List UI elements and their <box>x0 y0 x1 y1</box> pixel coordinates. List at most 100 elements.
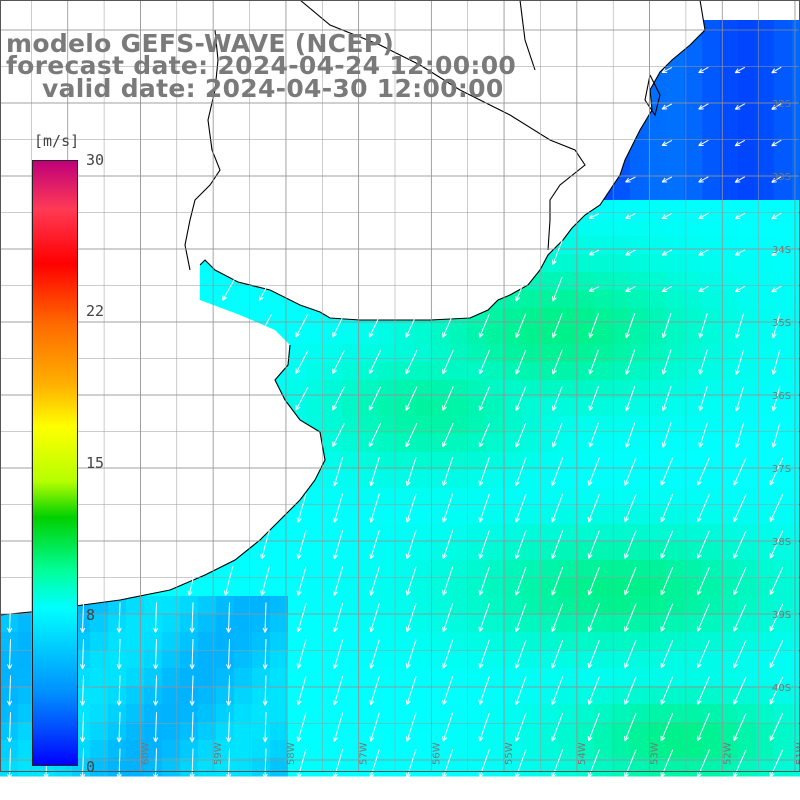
wind-speed-cell <box>486 686 505 705</box>
wind-speed-cell <box>702 344 721 363</box>
wind-speed-cell <box>342 416 361 435</box>
wind-speed-cell <box>684 488 703 507</box>
wind-speed-cell <box>108 722 127 741</box>
wind-arrow <box>661 103 673 110</box>
wind-speed-cell <box>666 434 685 453</box>
wind-speed-cell <box>270 560 289 579</box>
wind-arrow <box>661 213 673 220</box>
wind-speed-cell <box>396 470 415 489</box>
wind-speed-cell <box>504 740 523 759</box>
wind-arrow <box>660 457 674 486</box>
wind-speed-cell <box>594 488 613 507</box>
wind-speed-cell <box>774 650 793 669</box>
wind-arrow <box>442 749 454 779</box>
wind-arrow <box>698 103 709 110</box>
wind-speed-cell <box>648 650 667 669</box>
wind-arrow <box>514 457 527 486</box>
wind-speed-cell <box>342 614 361 633</box>
wind-speed-cell <box>756 344 775 363</box>
wind-speed-cell <box>342 362 361 381</box>
latitude-label: 35S <box>772 318 791 329</box>
wind-arrow <box>587 749 600 778</box>
wind-speed-cell <box>648 146 667 165</box>
wind-speed-cell <box>792 56 800 75</box>
wind-speed-cell <box>774 344 793 363</box>
wind-speed-cell <box>594 560 613 579</box>
wind-speed-cell <box>756 218 775 237</box>
wind-arrow <box>698 176 709 183</box>
wind-speed-cell <box>558 452 577 471</box>
wind-speed-cell <box>324 344 343 363</box>
wind-speed-cell <box>738 524 757 543</box>
wind-speed-cell <box>792 506 800 525</box>
wind-speed-cell <box>792 650 800 669</box>
wind-speed-cell <box>702 506 721 525</box>
wind-speed-cell <box>504 326 523 345</box>
wind-speed-cell <box>738 506 757 525</box>
wind-arrow <box>333 748 344 779</box>
wind-speed-cell <box>306 614 325 633</box>
wind-arrow <box>771 212 782 220</box>
wind-speed-cell <box>630 596 649 615</box>
wind-speed-cell <box>360 596 379 615</box>
wind-speed-cell <box>738 704 757 723</box>
coast-north <box>519 0 536 71</box>
wind-arrow <box>660 749 674 778</box>
wind-arrow <box>588 386 599 412</box>
wind-speed-cell <box>360 578 379 597</box>
wind-arrow <box>7 711 13 743</box>
graticule <box>0 0 800 772</box>
wind-speed-cell <box>720 470 739 489</box>
wind-speed-cell <box>414 722 433 741</box>
wind-speed-cell <box>522 362 541 381</box>
wind-speed-cell <box>450 758 469 777</box>
wind-speed-cell <box>702 452 721 471</box>
wind-speed-cell <box>774 596 793 615</box>
wind-speed-cell <box>558 272 577 291</box>
wind-arrow <box>369 749 380 779</box>
wind-speed-cell <box>432 614 451 633</box>
wind-speed-cell <box>666 740 685 759</box>
wind-speed-cell <box>774 470 793 489</box>
wind-speed-cell <box>486 416 505 435</box>
wind-speed-cell <box>774 686 793 705</box>
wind-speed-cell <box>792 434 800 453</box>
wind-speed-cell <box>612 524 631 543</box>
wind-speed-cell <box>18 686 37 705</box>
wind-speed-cell <box>684 182 703 201</box>
wind-speed-cell <box>684 290 703 309</box>
wind-speed-cell <box>792 110 800 129</box>
colorbar-tick-15: 15 <box>86 454 105 472</box>
wind-arrow <box>733 749 747 778</box>
wind-speed-cell <box>720 416 739 435</box>
wind-arrow <box>153 748 159 779</box>
wind-speed-cell <box>432 470 451 489</box>
wind-speed-cell <box>792 416 800 435</box>
wind-speed-cell <box>504 560 523 579</box>
wind-arrow <box>153 675 159 706</box>
wind-arrow <box>332 350 345 375</box>
wind-speed-cell <box>684 578 703 597</box>
wind-speed-cell <box>324 542 343 561</box>
wind-speed-cell <box>648 614 667 633</box>
wind-arrow <box>587 566 600 596</box>
wind-speed-cell <box>576 470 595 489</box>
longitude-label: 60W <box>140 742 151 765</box>
wind-speed-cell <box>504 398 523 417</box>
wind-speed-cell <box>504 632 523 651</box>
wind-speed-cell <box>774 560 793 579</box>
longitude-label: 57W <box>359 742 370 765</box>
wind-arrow <box>696 749 710 778</box>
wind-speed-cell <box>216 596 235 615</box>
wind-speed-cell <box>666 92 685 111</box>
wind-speed-cell <box>630 236 649 255</box>
wind-speed-cell <box>324 668 343 687</box>
wind-speed-cell <box>0 722 19 741</box>
wind-speed-cell <box>666 560 685 579</box>
wind-speed-cell <box>684 92 703 111</box>
wind-speed-cell <box>648 452 667 471</box>
wind-speed-cell <box>630 470 649 489</box>
lagoon-shore <box>644 74 661 117</box>
wind-arrow <box>588 313 599 339</box>
